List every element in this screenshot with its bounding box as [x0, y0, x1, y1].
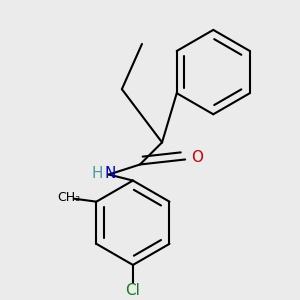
Text: N: N: [105, 166, 116, 181]
Text: CH₃: CH₃: [57, 190, 80, 204]
Text: H: H: [91, 166, 103, 181]
Text: Cl: Cl: [125, 283, 140, 298]
Text: O: O: [191, 151, 203, 166]
